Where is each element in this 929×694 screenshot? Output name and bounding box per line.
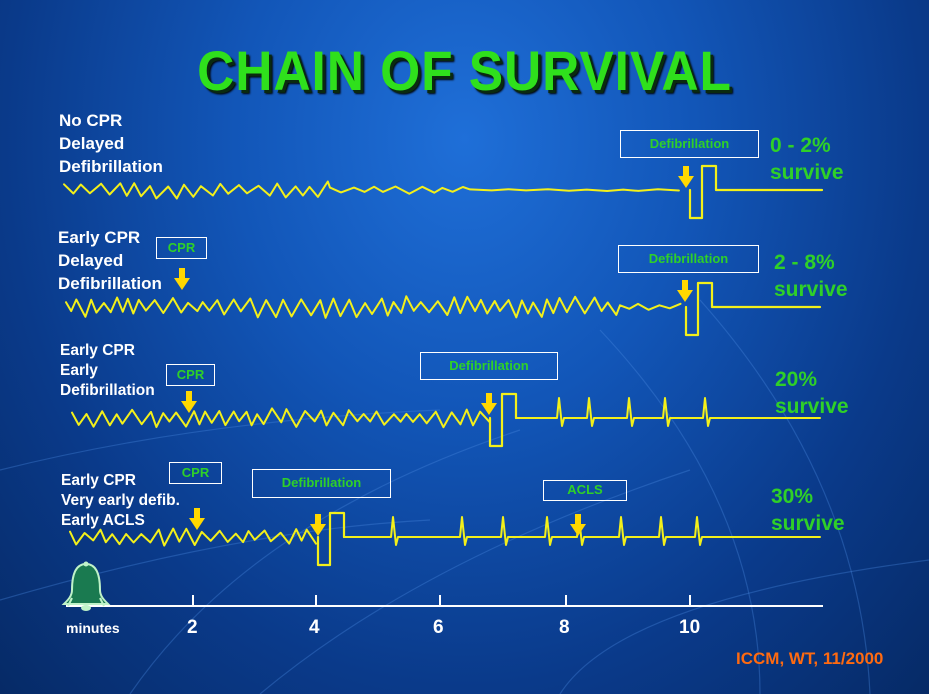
arrow-head (310, 524, 326, 536)
ecg-trace (343, 516, 821, 546)
outcome-1: 0 - 2% survive (770, 132, 844, 186)
acls-arrow (570, 514, 586, 536)
arrow-shaft (683, 166, 689, 176)
ecg-trace (316, 511, 346, 567)
cpr-arrow (174, 268, 190, 290)
arrow-shaft (682, 280, 688, 290)
survival-word: survive (770, 161, 844, 184)
arrow-head (174, 278, 190, 290)
scenario-label-3: Early CPR Early Defibrillation (60, 341, 155, 401)
ecg-trace (688, 164, 824, 220)
arrow-shaft (194, 508, 200, 518)
arrow-shaft (575, 514, 581, 524)
cpr-label-4: CPR (169, 462, 222, 484)
scenario-line: Early (60, 362, 98, 379)
scenario-line: Early CPR (58, 228, 141, 247)
survival-word: survive (774, 278, 848, 301)
outcome-3: 20% survive (775, 366, 849, 420)
cpr-label-3: CPR (166, 364, 215, 386)
defibrillation-arrow (481, 393, 497, 415)
ecg-trace (63, 180, 680, 200)
scenario-line: Defibrillation (59, 157, 163, 176)
scenario-label-4: Early CPR Very early defib. Early ACLS (61, 471, 180, 531)
survival-rate: 0 - 2% (770, 134, 831, 157)
ecg-trace (65, 295, 682, 319)
arrow-shaft (486, 393, 492, 403)
defibrillation-label-2: Defibrillation (618, 245, 759, 273)
tick-label: 4 (309, 617, 320, 638)
scenario-line: No CPR (59, 111, 123, 130)
arrow-shaft (179, 268, 185, 278)
ecg-trace (515, 397, 821, 427)
ecg-trace (71, 407, 491, 429)
cpr-arrow (181, 391, 197, 413)
credit-text: ICCM, WT, 11/2000 (736, 649, 884, 668)
defibrillation-label-3: Defibrillation (420, 352, 558, 380)
axis-title: minutes (66, 620, 120, 636)
scenario-line: Early CPR (60, 342, 135, 359)
scenario-line: Very early defib. (61, 492, 180, 509)
cpr-arrow (189, 508, 205, 530)
ecg-trace (488, 392, 518, 448)
ecg-trace (684, 281, 822, 337)
bell-icon (61, 561, 111, 611)
arrow-head (481, 403, 497, 415)
survival-rate: 2 - 8% (774, 251, 835, 274)
page-title: CHAIN OF SURVIVAL (197, 39, 732, 102)
scenario-line: Delayed (58, 251, 124, 270)
scenario-label-1: No CPR Delayed Defibrillation (59, 109, 163, 178)
arrow-shaft (186, 391, 192, 401)
defibrillation-arrow (310, 514, 326, 536)
acls-label-4: ACLS (543, 480, 627, 501)
tick-label: 6 (433, 617, 444, 638)
ecg-trace (69, 527, 317, 547)
outcome-4: 30% survive (771, 483, 845, 537)
scenario-line: Defibrillation (58, 274, 162, 293)
survival-rate: 30% (771, 485, 814, 508)
arrow-head (677, 290, 693, 302)
defibrillation-arrow (678, 166, 694, 188)
arrow-head (678, 176, 694, 188)
survival-word: survive (775, 395, 849, 418)
cpr-label-2: CPR (156, 237, 207, 259)
defibrillation-label-4: Defibrillation (252, 469, 391, 498)
tick-label: 8 (559, 617, 570, 638)
survival-word: survive (771, 512, 845, 535)
arrow-shaft (315, 514, 321, 524)
scenario-line: Delayed (59, 134, 125, 153)
arrow-head (189, 518, 205, 530)
arrow-head (570, 524, 586, 536)
outcome-2: 2 - 8% survive (774, 249, 848, 303)
scenario-label-2: Early CPR Delayed Defibrillation (58, 226, 162, 295)
scenario-line: Defibrillation (60, 382, 155, 399)
arrow-head (181, 401, 197, 413)
survival-rate: 20% (775, 368, 818, 391)
tick-label: 2 (187, 617, 198, 638)
scenario-line: Early ACLS (61, 512, 145, 529)
tick-label: 10 (679, 617, 701, 638)
scenario-line: Early CPR (61, 472, 136, 489)
defibrillation-arrow (677, 280, 693, 302)
defibrillation-label-1: Defibrillation (620, 130, 759, 158)
